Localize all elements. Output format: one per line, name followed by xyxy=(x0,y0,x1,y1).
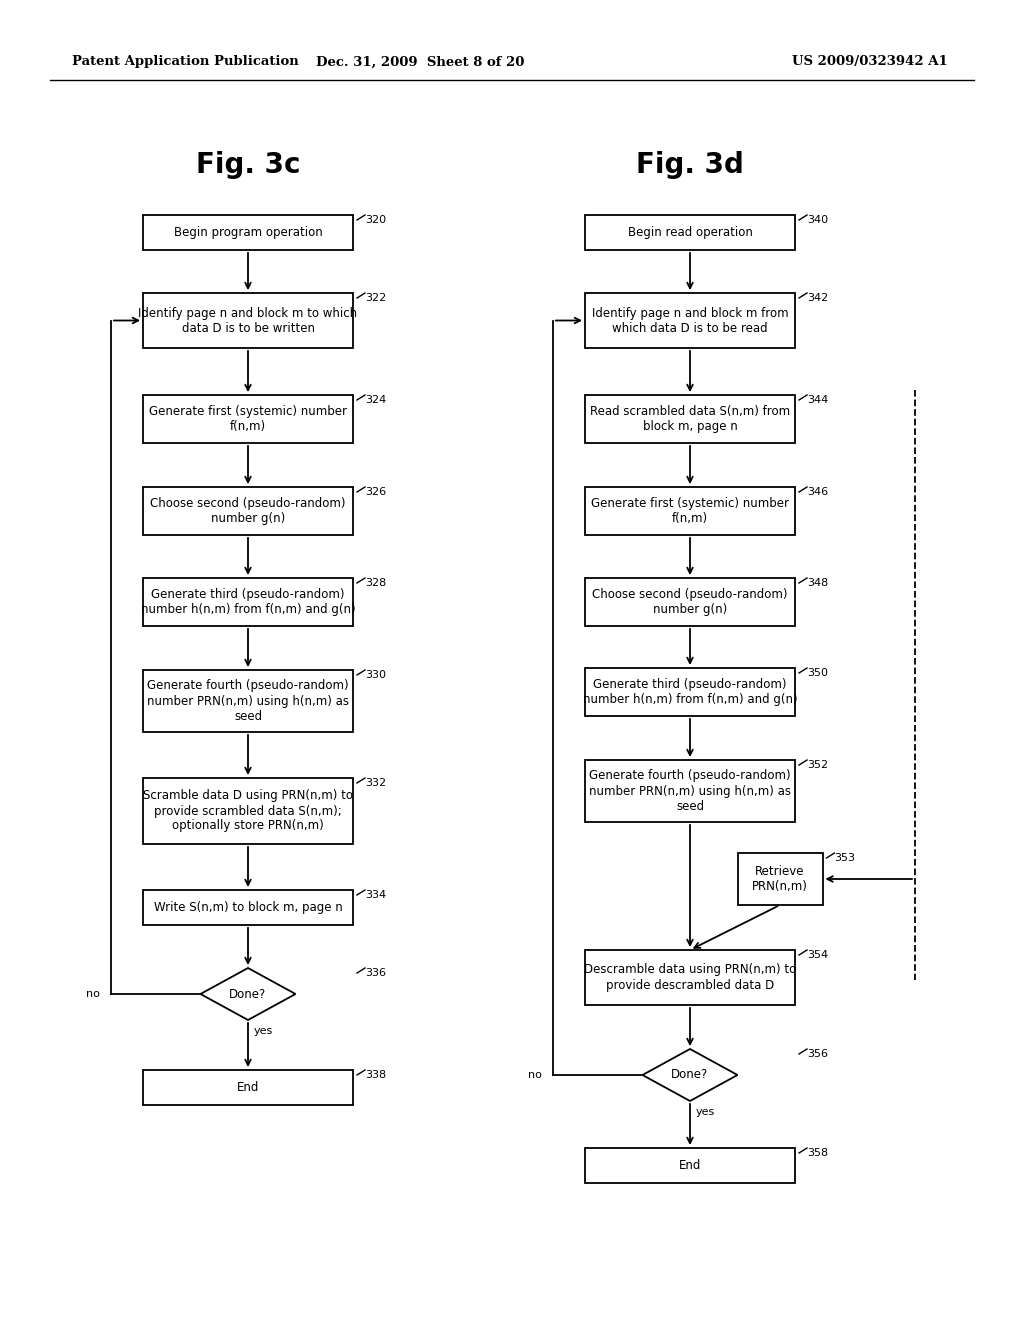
Polygon shape xyxy=(642,1049,737,1101)
Text: Fig. 3c: Fig. 3c xyxy=(196,150,300,180)
Text: Descramble data using PRN(n,m) to
provide descrambled data D: Descramble data using PRN(n,m) to provid… xyxy=(584,964,796,991)
Text: Done?: Done? xyxy=(229,987,266,1001)
FancyBboxPatch shape xyxy=(143,293,353,348)
Text: Begin read operation: Begin read operation xyxy=(628,226,753,239)
Text: 322: 322 xyxy=(365,293,386,304)
Text: Write S(n,m) to block m, page n: Write S(n,m) to block m, page n xyxy=(154,902,342,913)
FancyBboxPatch shape xyxy=(143,487,353,535)
Text: 320: 320 xyxy=(365,215,386,224)
Text: Generate first (systemic) number
f(n,m): Generate first (systemic) number f(n,m) xyxy=(591,498,790,525)
Text: 324: 324 xyxy=(365,395,386,405)
FancyBboxPatch shape xyxy=(585,215,795,249)
Text: 326: 326 xyxy=(365,487,386,498)
Text: End: End xyxy=(679,1159,701,1172)
Text: Generate fourth (pseudo-random)
number PRN(n,m) using h(n,m) as
seed: Generate fourth (pseudo-random) number P… xyxy=(589,770,791,813)
FancyBboxPatch shape xyxy=(585,395,795,444)
FancyBboxPatch shape xyxy=(143,1071,353,1105)
Text: Dec. 31, 2009  Sheet 8 of 20: Dec. 31, 2009 Sheet 8 of 20 xyxy=(315,55,524,69)
Polygon shape xyxy=(201,968,296,1020)
FancyBboxPatch shape xyxy=(143,215,353,249)
Text: Generate third (pseudo-random)
number h(n,m) from f(n,m) and g(n): Generate third (pseudo-random) number h(… xyxy=(140,587,355,616)
Text: 353: 353 xyxy=(835,853,855,863)
Text: 354: 354 xyxy=(807,950,828,960)
Text: Patent Application Publication: Patent Application Publication xyxy=(72,55,299,69)
FancyBboxPatch shape xyxy=(143,890,353,925)
FancyBboxPatch shape xyxy=(585,293,795,348)
Text: Choose second (pseudo-random)
number g(n): Choose second (pseudo-random) number g(n… xyxy=(592,587,787,616)
FancyBboxPatch shape xyxy=(585,487,795,535)
Text: 336: 336 xyxy=(365,968,386,978)
Text: 348: 348 xyxy=(807,578,828,587)
Text: 352: 352 xyxy=(807,760,828,770)
Text: 334: 334 xyxy=(365,890,386,900)
Text: 350: 350 xyxy=(807,668,828,678)
Text: 340: 340 xyxy=(807,215,828,224)
Text: 328: 328 xyxy=(365,578,386,587)
FancyBboxPatch shape xyxy=(585,1148,795,1183)
Text: 358: 358 xyxy=(807,1148,828,1158)
Text: yes: yes xyxy=(696,1107,715,1117)
Text: Identify page n and block m from
which data D is to be read: Identify page n and block m from which d… xyxy=(592,306,788,334)
Text: 332: 332 xyxy=(365,777,386,788)
Text: 356: 356 xyxy=(807,1049,828,1059)
FancyBboxPatch shape xyxy=(585,950,795,1005)
Text: 346: 346 xyxy=(807,487,828,498)
Text: Fig. 3d: Fig. 3d xyxy=(636,150,744,180)
Text: Generate fourth (pseudo-random)
number PRN(n,m) using h(n,m) as
seed: Generate fourth (pseudo-random) number P… xyxy=(147,680,349,722)
FancyBboxPatch shape xyxy=(585,578,795,626)
FancyBboxPatch shape xyxy=(585,760,795,822)
Text: End: End xyxy=(237,1081,259,1094)
FancyBboxPatch shape xyxy=(585,668,795,715)
Text: Identify page n and block m to which
data D is to be written: Identify page n and block m to which dat… xyxy=(138,306,357,334)
Text: no: no xyxy=(528,1071,542,1080)
FancyBboxPatch shape xyxy=(737,853,822,906)
Text: 344: 344 xyxy=(807,395,828,405)
FancyBboxPatch shape xyxy=(143,395,353,444)
Text: Begin program operation: Begin program operation xyxy=(174,226,323,239)
Text: Generate first (systemic) number
f(n,m): Generate first (systemic) number f(n,m) xyxy=(150,405,347,433)
Text: 338: 338 xyxy=(365,1071,386,1080)
FancyBboxPatch shape xyxy=(143,777,353,843)
Text: yes: yes xyxy=(254,1026,273,1036)
FancyBboxPatch shape xyxy=(143,671,353,733)
Text: 342: 342 xyxy=(807,293,828,304)
Text: Done?: Done? xyxy=(672,1068,709,1081)
Text: Generate third (pseudo-random)
number h(n,m) from f(n,m) and g(n): Generate third (pseudo-random) number h(… xyxy=(583,678,798,706)
Text: 330: 330 xyxy=(365,671,386,680)
Text: Choose second (pseudo-random)
number g(n): Choose second (pseudo-random) number g(n… xyxy=(151,498,346,525)
Text: Scramble data D using PRN(n,m) to
provide scrambled data S(n,m);
optionally stor: Scramble data D using PRN(n,m) to provid… xyxy=(143,789,353,833)
Text: Retrieve
PRN(n,m): Retrieve PRN(n,m) xyxy=(752,865,808,894)
FancyBboxPatch shape xyxy=(143,578,353,626)
Text: US 2009/0323942 A1: US 2009/0323942 A1 xyxy=(793,55,948,69)
Text: Read scrambled data S(n,m) from
block m, page n: Read scrambled data S(n,m) from block m,… xyxy=(590,405,791,433)
Text: no: no xyxy=(86,989,100,999)
